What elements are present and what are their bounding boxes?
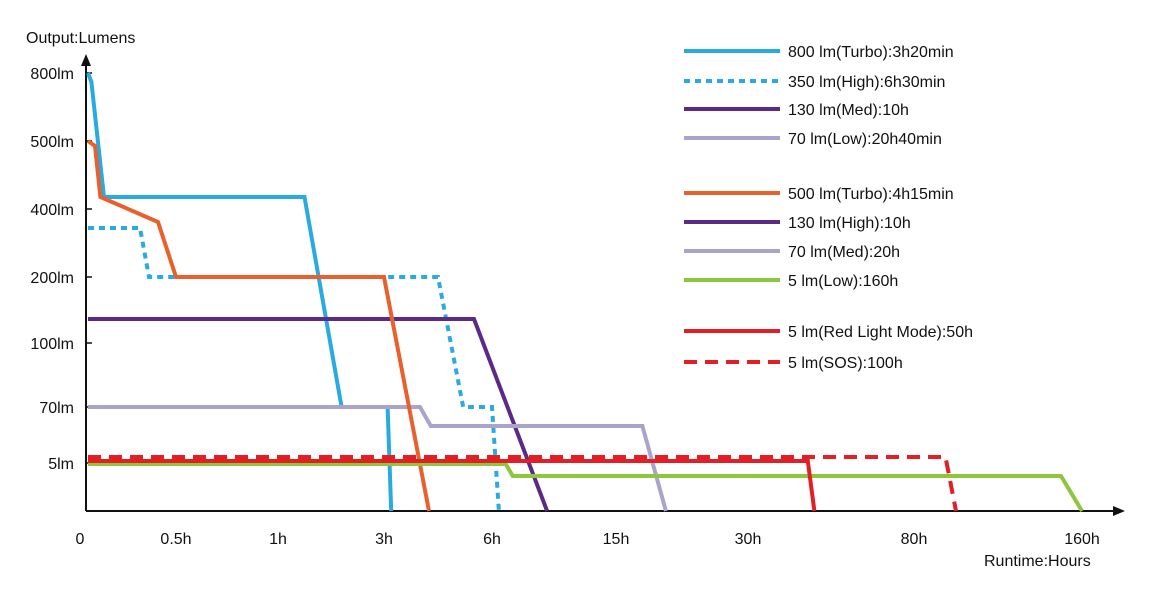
x-tick-labels: 0 0.5h 1h 3h 6h 15h 30h 80h 160h	[76, 531, 1100, 548]
x-tick-label: 3h	[375, 531, 393, 548]
legend-label: 500 lm(Turbo):4h15min	[788, 186, 954, 203]
legend-label: 350 lm(High):6h30min	[788, 74, 945, 91]
series-line	[88, 317, 549, 512]
x-tick-label: 6h	[483, 531, 501, 548]
y-tick-label: 200lm	[30, 270, 74, 287]
series-line	[88, 459, 817, 512]
legend-label: 70 lm(Med):20h	[788, 244, 900, 261]
series-line	[88, 462, 1084, 513]
series-line	[86, 139, 431, 512]
legend-label: 130 lm(Med):10h	[788, 102, 909, 119]
y-tick-label: 800lm	[30, 66, 74, 83]
legend-label: 5 lm(Low):160h	[788, 273, 898, 290]
y-tick-label: 70lm	[39, 400, 74, 417]
y-tick-label: 5lm	[48, 456, 74, 473]
series-line	[88, 226, 501, 512]
y-tick-label: 100lm	[30, 336, 74, 353]
series-line	[86, 72, 394, 512]
legend-label: 800 lm(Turbo):3h20min	[788, 44, 954, 61]
y-axis-arrow	[81, 54, 91, 66]
legend-label: 70 lm(Low):20h40min	[788, 131, 942, 148]
x-axis-label: Runtime:Hours	[984, 553, 1091, 570]
x-tick-label: 160h	[1064, 531, 1100, 548]
y-tick-labels: 800lm 500lm 400lm 200lm 100lm 70lm 5lm	[30, 66, 92, 473]
x-tick-label: 30h	[735, 531, 762, 548]
legend-label: 5 lm(Red Light Mode):50h	[788, 324, 973, 341]
x-tick-label: 80h	[901, 531, 928, 548]
x-tick-label: 0.5h	[160, 531, 191, 548]
x-tick-label: 15h	[603, 531, 630, 548]
y-axis-label: Output:Lumens	[26, 30, 135, 47]
legend: 800 lm(Turbo):3h20min 350 lm(High):6h30mi…	[684, 44, 973, 372]
y-tick-label: 400lm	[30, 202, 74, 219]
x-tick-label: 1h	[269, 531, 287, 548]
axes	[81, 54, 1125, 516]
legend-label: 5 lm(SOS):100h	[788, 355, 903, 372]
x-tick-label: 0	[76, 531, 85, 548]
y-tick-label: 500lm	[30, 134, 74, 151]
series-line	[88, 405, 668, 512]
legend-label: 130 lm(High):10h	[788, 215, 911, 232]
series-line	[88, 455, 958, 512]
series-lines	[86, 72, 1084, 513]
x-axis-arrow	[1113, 506, 1125, 516]
